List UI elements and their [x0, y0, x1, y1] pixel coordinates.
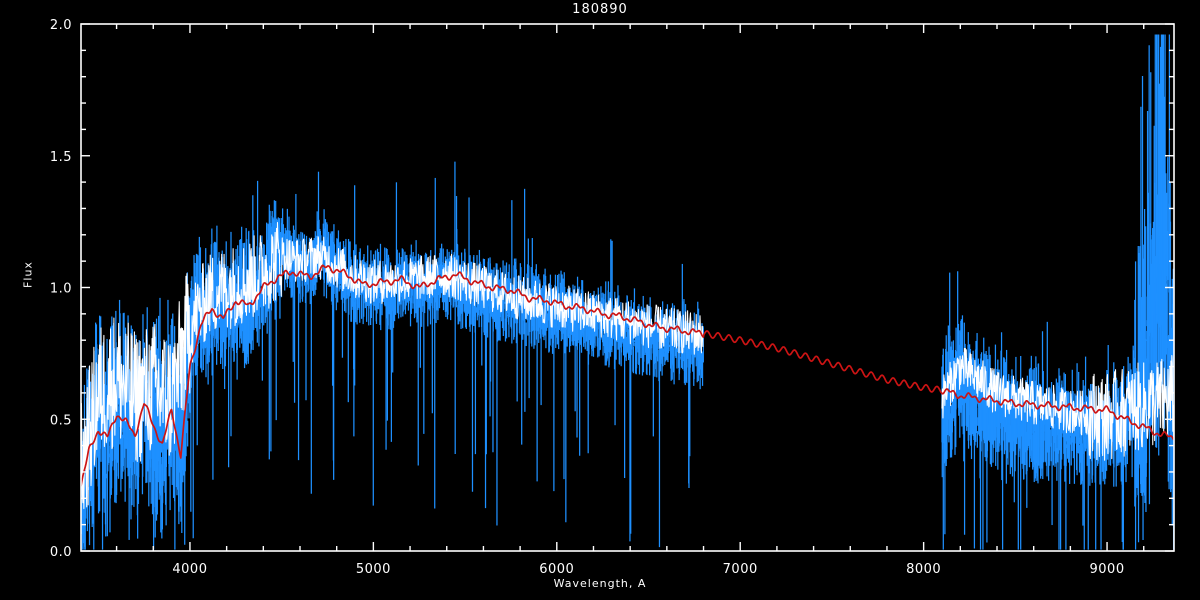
y-tick-label: 1.5	[50, 150, 72, 165]
x-tick-label: 4000	[172, 562, 207, 577]
y-tick-label: 0.5	[50, 413, 72, 428]
y-tick-label: 0.0	[50, 545, 72, 560]
axis-ticks: 4000 5000 6000 7000 8000 9000 0.0 0.5 1.0 1.5 2.0	[50, 18, 1174, 577]
x-tick-label: 6000	[539, 562, 574, 577]
y-tick-label: 1.0	[50, 282, 72, 297]
series-model-continuum-fit	[81, 264, 1174, 487]
page-title: 180890	[572, 2, 628, 17]
y-tick-label: 2.0	[50, 18, 72, 33]
x-tick-label: 5000	[356, 562, 391, 577]
x-tick-label: 7000	[723, 562, 758, 577]
x-tick-label: 8000	[906, 562, 941, 577]
x-tick-label: 9000	[1090, 562, 1125, 577]
x-axis-label: Wavelength, A	[553, 577, 647, 590]
white-spectrum-trace	[941, 347, 1174, 461]
data-layer	[81, 34, 1174, 550]
model-spectrum-line	[81, 264, 1174, 487]
